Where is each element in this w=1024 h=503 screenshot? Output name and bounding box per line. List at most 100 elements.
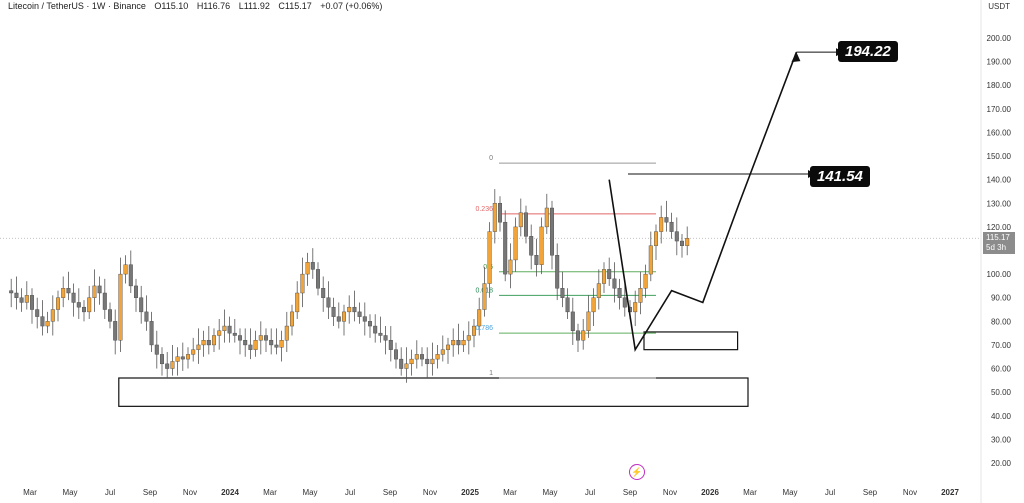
candle-body: [643, 273, 648, 289]
y-tick-label: 70.00: [991, 341, 1012, 350]
candle-body: [40, 316, 45, 327]
candle-body: [123, 264, 128, 275]
candle-body: [284, 325, 289, 341]
current-price-badge: 115.17 5d 3h: [983, 232, 1015, 254]
candle-body: [446, 344, 451, 350]
y-tick-label: 200.00: [987, 34, 1012, 43]
candle-body: [414, 354, 419, 360]
candle-body: [378, 332, 383, 336]
candle-body: [487, 231, 492, 284]
candle-body: [352, 306, 357, 313]
x-tick-label: 2026: [701, 488, 719, 497]
target-callout-lower: 141.54: [810, 166, 870, 187]
candle-body: [170, 361, 175, 369]
y-tick-label: 100.00: [987, 270, 1012, 279]
fib-level-label: 0.236: [475, 206, 493, 213]
candle-body: [664, 217, 669, 223]
candle-body: [258, 335, 263, 341]
candle-body: [336, 316, 341, 322]
candle-body: [206, 340, 211, 346]
candle-body: [217, 330, 222, 336]
candle-body: [128, 264, 133, 287]
candle-body: [518, 212, 523, 228]
lightning-icon[interactable]: ⚡: [629, 464, 645, 480]
candle-body: [550, 207, 555, 256]
candle-body: [222, 325, 227, 331]
candle-body: [107, 309, 112, 322]
candle-body: [633, 302, 638, 313]
low-value: L111.92: [238, 1, 270, 11]
candle-body: [680, 240, 685, 246]
current-price-value: 115.17: [986, 233, 1010, 242]
candle-body: [342, 311, 347, 322]
candle-body: [35, 309, 40, 317]
candle-body: [555, 255, 560, 289]
x-tick-label: May: [542, 488, 557, 497]
candle-body: [591, 297, 596, 313]
candle-body: [227, 325, 232, 334]
x-tick-label: Nov: [423, 488, 437, 497]
candle-body: [118, 273, 123, 341]
candle-body: [290, 311, 295, 327]
candle-body: [477, 309, 482, 327]
y-tick-label: 20.00: [991, 459, 1012, 468]
candle-body: [440, 349, 445, 355]
candle-body: [19, 297, 24, 303]
candle-body: [56, 297, 61, 310]
y-tick-label: 120.00: [987, 223, 1012, 232]
candle-body: [201, 340, 206, 346]
candle-body: [185, 354, 190, 360]
candle-body: [159, 354, 164, 365]
candle-body: [430, 358, 435, 365]
candle-body: [180, 356, 185, 360]
candle-body: [622, 297, 627, 308]
candle-body: [534, 255, 539, 265]
x-tick-label: Mar: [263, 488, 277, 497]
candle-body: [196, 344, 201, 350]
candle-body: [617, 288, 622, 298]
x-tick-label: Mar: [743, 488, 757, 497]
candle-body: [71, 292, 76, 303]
candle-body: [66, 288, 71, 294]
y-tick-label: 60.00: [991, 365, 1012, 374]
candle-body: [482, 283, 487, 310]
candle-body: [456, 340, 461, 346]
candle-body: [669, 221, 674, 232]
candle-body: [326, 297, 331, 308]
chart-header: Litecoin / TetherUS · 1W · Binance O115.…: [8, 1, 388, 11]
y-tick-label: 30.00: [991, 435, 1012, 444]
candle-body: [154, 344, 159, 355]
candle-body: [570, 311, 575, 331]
candle-body: [30, 295, 35, 310]
candle-body: [394, 349, 399, 360]
y-tick-label: 190.00: [987, 58, 1012, 67]
x-tick-label: 2024: [221, 488, 239, 497]
candle-body: [300, 273, 305, 294]
candle-body: [388, 340, 393, 350]
x-tick-label: Mar: [23, 488, 37, 497]
y-tick-label: 160.00: [987, 128, 1012, 137]
candle-body: [113, 321, 118, 341]
candle-body: [596, 283, 601, 298]
target-callout-upper: 194.22: [838, 41, 898, 62]
countdown-value: 5d 3h: [986, 243, 1007, 252]
x-tick-label: Jul: [105, 488, 115, 497]
candle-body: [503, 221, 508, 275]
candle-body: [253, 340, 258, 350]
fib-level-label: 1: [489, 370, 493, 377]
candle-body: [45, 321, 50, 327]
candle-body: [14, 292, 19, 298]
candle-body: [373, 325, 378, 334]
candle-body: [461, 340, 466, 346]
candle-body: [321, 288, 326, 298]
y-tick-label: 80.00: [991, 317, 1012, 326]
support-zone: [643, 331, 739, 351]
candle-body: [466, 335, 471, 341]
candle-body: [508, 259, 513, 275]
y-tick-label: 170.00: [987, 105, 1012, 114]
candle-body: [50, 309, 55, 322]
candle-body: [524, 212, 529, 237]
candle-body: [607, 269, 612, 280]
candle-body: [357, 311, 362, 317]
